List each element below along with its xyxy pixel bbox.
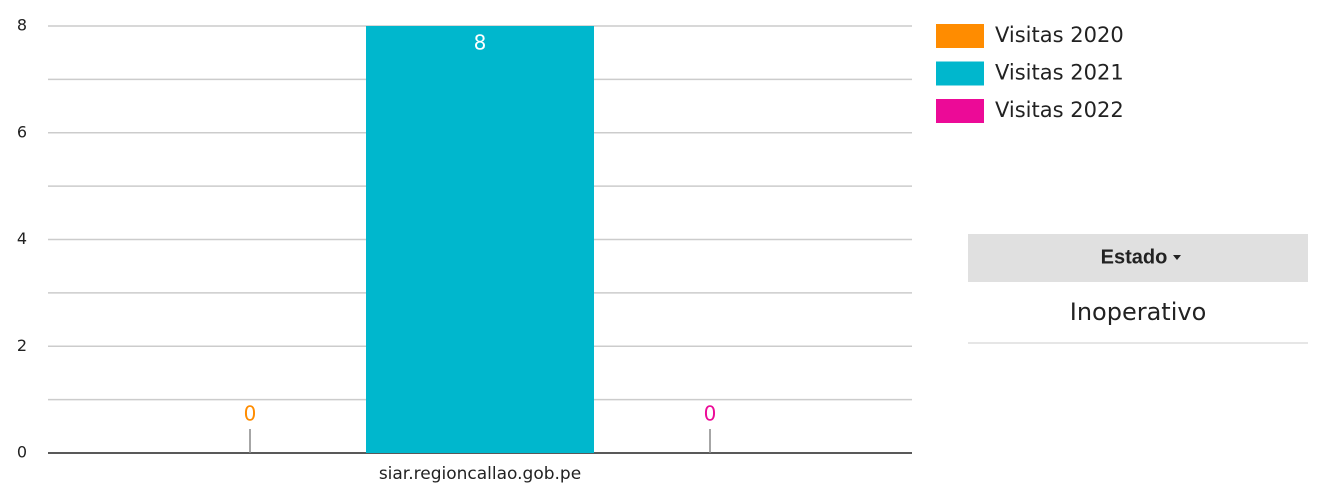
filter-label: Estado: [1101, 246, 1168, 268]
y-tick-label: 6: [17, 122, 27, 141]
legend-label: Visitas 2021: [995, 61, 1124, 85]
data-label: 0: [244, 402, 257, 426]
y-tick-label: 0: [17, 443, 27, 462]
bar: [366, 26, 594, 453]
legend-swatch: [936, 61, 984, 86]
legend-label: Visitas 2022: [995, 98, 1124, 122]
data-label: 8: [474, 31, 487, 55]
x-tick-label: siar.regioncallao.gob.pe: [379, 464, 581, 484]
filter-header[interactable]: [968, 234, 1308, 282]
legend-label: Visitas 2020: [995, 23, 1124, 47]
y-tick-label: 2: [17, 336, 27, 355]
y-tick-label: 8: [17, 16, 27, 35]
data-label: 0: [704, 402, 717, 426]
y-tick-label: 4: [17, 229, 27, 248]
filter-option[interactable]: Inoperativo: [1070, 298, 1207, 326]
dropdown-arrow: [1173, 255, 1181, 260]
legend-swatch: [936, 99, 984, 123]
legend-swatch: [936, 24, 984, 48]
